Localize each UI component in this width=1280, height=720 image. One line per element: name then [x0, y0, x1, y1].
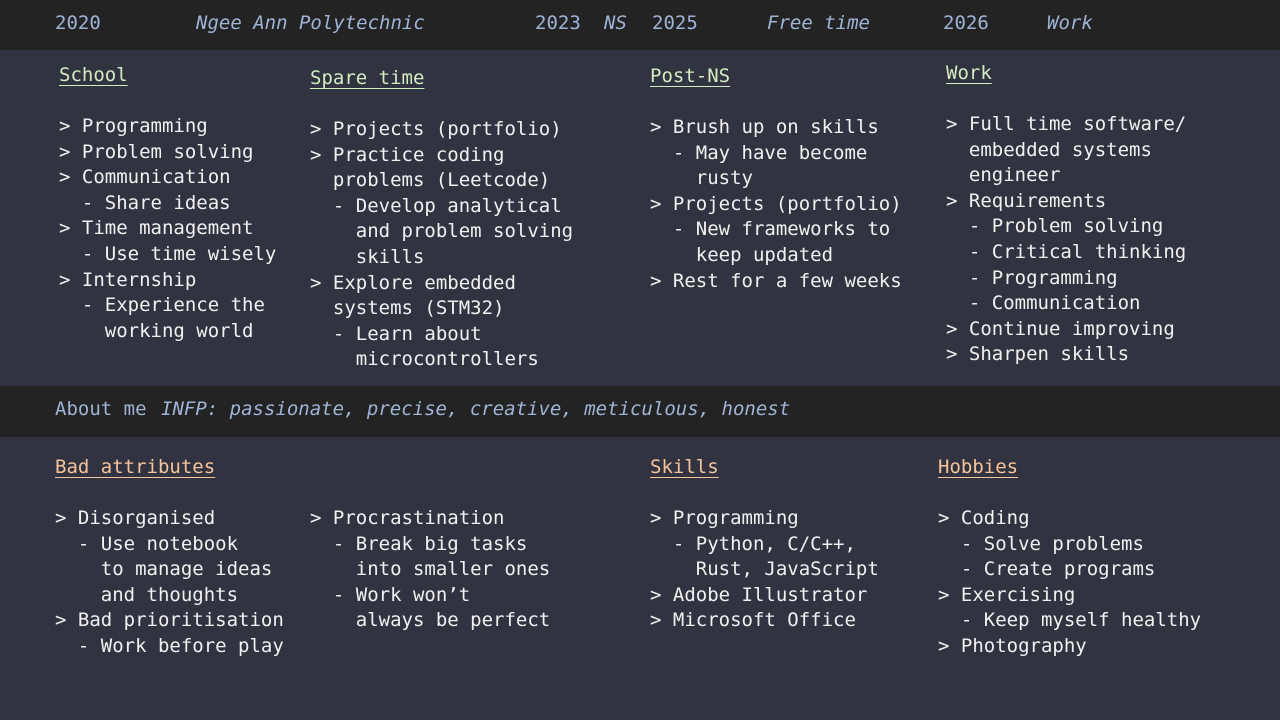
about-label: About me	[55, 398, 147, 420]
list-item: - Create programs	[938, 558, 1156, 581]
bad-attributes-list-left: > Disorganised - Use notebook to manage …	[55, 506, 284, 660]
list-item: engineer	[946, 164, 1061, 187]
school-heading: School	[59, 64, 128, 86]
list-item: - Problem solving	[946, 215, 1164, 238]
list-item: and thoughts	[55, 583, 239, 606]
bad-attributes-heading: Bad attributes	[55, 456, 216, 478]
list-item: rusty	[650, 167, 753, 190]
free-time-label: Free time	[767, 12, 870, 34]
list-item: problems (Leetcode)	[310, 169, 551, 192]
list-item: - Keep myself healthy	[938, 609, 1202, 632]
list-item: - Learn about	[310, 322, 482, 345]
list-item: > Explore embedded	[310, 271, 516, 294]
list-item: - Critical thinking	[946, 240, 1187, 263]
list-item: > Projects (portfolio)	[310, 118, 562, 140]
list-item: > Requirements	[946, 189, 1107, 212]
list-item: > Internship	[59, 268, 197, 291]
list-item: - Experience the	[59, 294, 265, 317]
list-item: - Break big tasks	[310, 532, 528, 555]
school-list: > Programming > Problem solving > Commun…	[59, 114, 276, 344]
list-item: skills	[310, 245, 425, 268]
spare-time-heading: Spare time	[310, 67, 425, 89]
year-2023: 2023	[535, 12, 581, 34]
list-item: keep updated	[650, 243, 834, 266]
list-item: - New frameworks to	[650, 218, 891, 241]
ns-label: NS	[604, 12, 627, 34]
list-item: and problem solving	[310, 220, 574, 243]
year-2025: 2025	[652, 12, 698, 34]
list-item: - Work won’t	[310, 583, 471, 606]
work-label: Work	[1047, 12, 1093, 34]
list-item: > Sharpen skills	[946, 343, 1130, 366]
school-name: Ngee Ann Polytechnic	[196, 12, 425, 34]
timeline-bar	[0, 0, 1280, 50]
about-bar	[0, 386, 1280, 437]
list-item: > Brush up on skills	[650, 116, 879, 138]
list-item: Rust, JavaScript	[650, 558, 879, 581]
list-item: > Exercising	[938, 583, 1076, 606]
list-item: > Projects (portfolio)	[650, 192, 902, 215]
work-heading: Work	[946, 62, 992, 84]
list-item: > Programming	[59, 115, 208, 137]
list-item: to manage ideas	[55, 558, 273, 581]
list-item: > Photography	[938, 634, 1087, 657]
list-item: > Microsoft Office	[650, 609, 856, 632]
skills-list: > Programming - Python, C/C++, Rust, Jav…	[650, 506, 879, 634]
list-item: > Disorganised	[55, 507, 216, 529]
year-2026: 2026	[943, 12, 989, 34]
list-item: > Full time software/	[946, 113, 1187, 135]
list-item: into smaller ones	[310, 558, 551, 581]
list-item: > Procrastination	[310, 507, 505, 529]
list-item: > Time management	[59, 217, 254, 240]
spare-time-list: > Projects (portfolio) > Practice coding…	[310, 117, 573, 373]
post-ns-heading: Post-NS	[650, 65, 731, 87]
hobbies-list: > Coding - Solve problems - Create progr…	[938, 506, 1201, 660]
list-item: - Use notebook	[55, 532, 239, 555]
list-item: - Develop analytical	[310, 194, 562, 217]
skills-heading: Skills	[650, 456, 719, 478]
list-item: > Adobe Illustrator	[650, 583, 868, 606]
year-2020: 2020	[55, 12, 101, 34]
work-list: > Full time software/ embedded systems e…	[946, 112, 1186, 368]
list-item: > Bad prioritisation	[55, 609, 284, 632]
bad-attributes-list-right: > Procrastination - Break big tasks into…	[310, 506, 550, 634]
list-item: > Programming	[650, 507, 799, 529]
list-item: - Solve problems	[938, 532, 1144, 555]
about-text: INFP: passionate, precise, creative, met…	[161, 398, 791, 420]
list-item: systems (STM32)	[310, 297, 505, 320]
list-item: - Use time wisely	[59, 242, 277, 265]
list-item: > Communication	[59, 166, 231, 189]
list-item: - Communication	[946, 292, 1141, 315]
list-item: - May have become	[650, 141, 868, 164]
list-item: > Practice coding	[310, 143, 505, 166]
list-item: - Work before play	[55, 634, 284, 657]
list-item: microcontrollers	[310, 348, 539, 371]
list-item: > Coding	[938, 507, 1030, 529]
list-item: - Share ideas	[59, 191, 231, 214]
list-item: embedded systems	[946, 138, 1152, 161]
list-item: > Problem solving	[59, 140, 254, 163]
list-item: always be perfect	[310, 609, 551, 632]
list-item: > Rest for a few weeks	[650, 269, 902, 292]
hobbies-heading: Hobbies	[938, 456, 1019, 478]
post-ns-list: > Brush up on skills - May have become r…	[650, 115, 902, 294]
list-item: > Continue improving	[946, 317, 1175, 340]
list-item: working world	[59, 319, 254, 342]
list-item: - Programming	[946, 266, 1118, 289]
list-item: - Python, C/C++,	[650, 532, 856, 555]
